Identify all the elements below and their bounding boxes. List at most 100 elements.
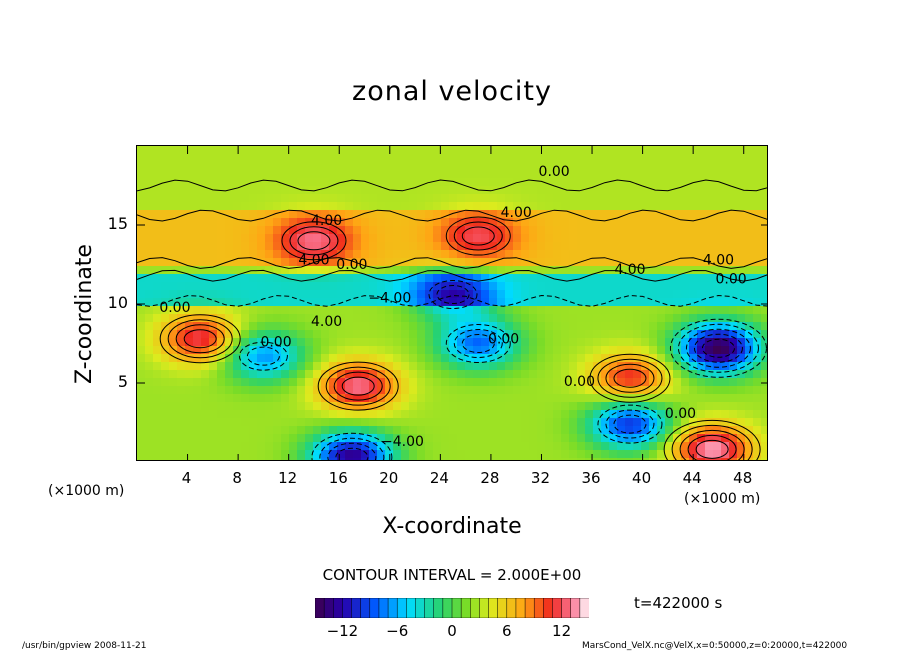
field-cell	[577, 250, 586, 259]
colorbar-segment	[369, 598, 380, 618]
field-cell	[201, 242, 210, 251]
field-cell	[449, 394, 458, 403]
field-cell	[721, 410, 730, 419]
field-cell	[321, 210, 330, 219]
field-cell	[177, 402, 186, 411]
field-cell	[585, 186, 594, 195]
field-cell	[369, 170, 378, 179]
field-cell	[617, 442, 626, 451]
field-cell	[761, 306, 767, 315]
field-cell	[761, 234, 767, 243]
field-cell	[281, 426, 290, 435]
feature-contour	[605, 409, 655, 439]
field-cell	[273, 346, 282, 355]
field-cell	[705, 386, 714, 395]
field-cell	[377, 330, 386, 339]
field-cell	[137, 314, 146, 323]
field-cell	[217, 418, 226, 427]
field-cell	[289, 418, 298, 427]
field-cell	[497, 450, 506, 459]
field-cell	[457, 418, 466, 427]
field-cell	[457, 186, 466, 195]
field-cell	[705, 194, 714, 203]
field-cell	[569, 378, 578, 387]
field-cell	[433, 370, 442, 379]
field-cell	[329, 354, 338, 363]
field-cell	[545, 354, 554, 363]
field-cell	[705, 210, 714, 219]
field-cell	[433, 378, 442, 387]
field-cell	[545, 450, 554, 459]
field-cell	[281, 250, 290, 259]
field-cell	[761, 394, 767, 403]
field-cell	[553, 314, 562, 323]
field-cell	[761, 266, 767, 275]
field-cell	[489, 266, 498, 275]
field-cell	[529, 330, 538, 339]
field-cell	[265, 218, 274, 227]
field-cell	[329, 162, 338, 171]
field-cell	[393, 402, 402, 411]
field-cell	[593, 274, 602, 283]
field-cell	[441, 170, 450, 179]
field-cell	[577, 178, 586, 187]
field-cell	[377, 274, 386, 283]
field-cell	[377, 426, 386, 435]
field-cell	[609, 154, 618, 163]
x-tick-label: 8	[232, 469, 242, 487]
field-cell	[505, 330, 514, 339]
field-cell	[609, 202, 618, 211]
field-cell	[209, 394, 218, 403]
field-cell	[401, 442, 410, 451]
field-cell	[185, 458, 194, 460]
field-cell	[321, 402, 330, 411]
field-cell	[553, 194, 562, 203]
field-cell	[601, 434, 610, 443]
field-cell	[521, 346, 530, 355]
field-cell	[145, 234, 154, 243]
field-cell	[665, 170, 674, 179]
field-cell	[713, 290, 722, 299]
field-cell	[625, 370, 634, 379]
field-cell	[465, 186, 474, 195]
field-cell	[289, 170, 298, 179]
field-cell	[681, 426, 690, 435]
field-cell	[145, 378, 154, 387]
field-cell	[369, 394, 378, 403]
field-cell	[361, 194, 370, 203]
field-cell	[713, 458, 722, 460]
field-cell	[353, 186, 362, 195]
field-cell	[497, 314, 506, 323]
field-cell	[289, 290, 298, 299]
field-cell	[185, 402, 194, 411]
field-cell	[369, 290, 378, 299]
field-cell	[585, 218, 594, 227]
field-cell	[681, 250, 690, 259]
field-cell	[145, 346, 154, 355]
field-cell	[729, 282, 738, 291]
field-cell	[425, 226, 434, 235]
field-cell	[169, 290, 178, 299]
field-cell	[481, 458, 490, 460]
field-cell	[489, 162, 498, 171]
field-cell	[161, 282, 170, 291]
field-cell	[601, 274, 610, 283]
field-cell	[577, 354, 586, 363]
field-cell	[729, 250, 738, 259]
field-cell	[249, 410, 258, 419]
field-cell	[161, 170, 170, 179]
field-cell	[473, 434, 482, 443]
field-cell	[281, 386, 290, 395]
field-cell	[593, 426, 602, 435]
field-cell	[273, 434, 282, 443]
field-cell	[609, 394, 618, 403]
field-cell	[201, 338, 210, 347]
x-tick-label: 16	[328, 469, 348, 487]
field-cell	[433, 306, 442, 315]
field-cell	[185, 226, 194, 235]
field-cell	[361, 178, 370, 187]
field-cell	[537, 346, 546, 355]
field-cell	[649, 178, 658, 187]
field-cell	[521, 370, 530, 379]
field-cell	[289, 194, 298, 203]
